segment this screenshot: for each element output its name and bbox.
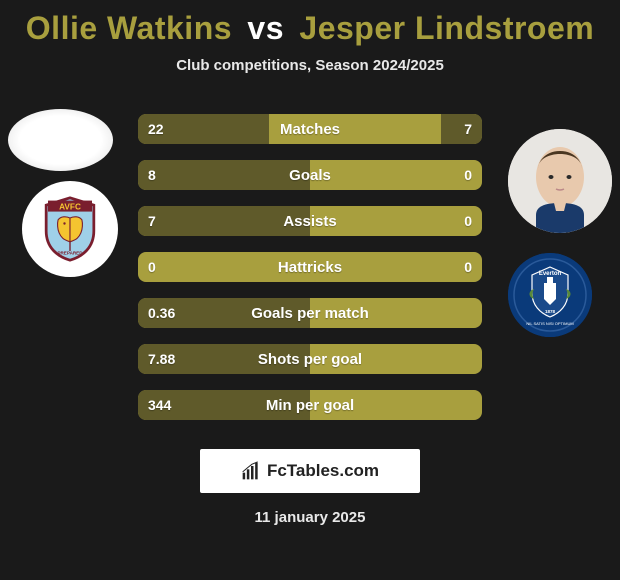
title-vs: vs	[247, 10, 284, 46]
stat-row: 8Goals0	[138, 160, 482, 190]
site-brand-text: FcTables.com	[267, 461, 379, 481]
stat-row: 0Hattricks0	[138, 252, 482, 282]
svg-text:AVFC: AVFC	[59, 202, 81, 211]
stat-value-right: 0	[464, 206, 472, 236]
stat-label: Goals per match	[138, 298, 482, 328]
svg-text:PREPARED: PREPARED	[57, 251, 83, 256]
svg-text:Everton: Everton	[539, 271, 562, 277]
fctables-logo-icon	[241, 461, 261, 481]
stat-label: Assists	[138, 206, 482, 236]
stat-value-right: 7	[464, 114, 472, 144]
comparison-body: AVFC PREPARED Everton	[0, 104, 620, 444]
stat-row: 0.36Goals per match	[138, 298, 482, 328]
svg-text:1878: 1878	[545, 309, 556, 314]
stat-row: 7.88Shots per goal	[138, 344, 482, 374]
stat-row: 22Matches7	[138, 114, 482, 144]
stat-label: Min per goal	[138, 390, 482, 420]
everton-crest-icon: Everton 1878 NIL SATIS NISI OPTIMUM	[508, 253, 592, 337]
stat-row: 344Min per goal	[138, 390, 482, 420]
stat-row: 7Assists0	[138, 206, 482, 236]
svg-text:NIL SATIS NISI OPTIMUM: NIL SATIS NISI OPTIMUM	[526, 321, 573, 326]
club-crest-left: AVFC PREPARED	[22, 181, 118, 277]
stat-label: Hattricks	[138, 252, 482, 282]
player-left-avatar	[8, 109, 113, 171]
stat-value-right: 0	[464, 252, 472, 282]
stat-label: Matches	[138, 114, 482, 144]
stat-label: Shots per goal	[138, 344, 482, 374]
date-line: 11 january 2025	[0, 509, 620, 526]
comparison-title: Ollie Watkins vs Jesper Lindstroem	[0, 0, 620, 47]
club-crest-right: Everton 1878 NIL SATIS NISI OPTIMUM	[508, 253, 592, 337]
stat-label: Goals	[138, 160, 482, 190]
stat-value-right: 0	[464, 160, 472, 190]
title-player-left: Ollie Watkins	[26, 10, 232, 46]
player-right-avatar	[508, 129, 612, 233]
subtitle: Club competitions, Season 2024/2025	[0, 57, 620, 74]
avfc-crest-icon: AVFC PREPARED	[42, 196, 98, 262]
site-badge[interactable]: FcTables.com	[200, 449, 420, 493]
title-player-right: Jesper Lindstroem	[299, 10, 594, 46]
comparison-bars: 22Matches78Goals07Assists00Hattricks00.3…	[138, 114, 482, 436]
player-right-face-icon	[508, 129, 612, 233]
